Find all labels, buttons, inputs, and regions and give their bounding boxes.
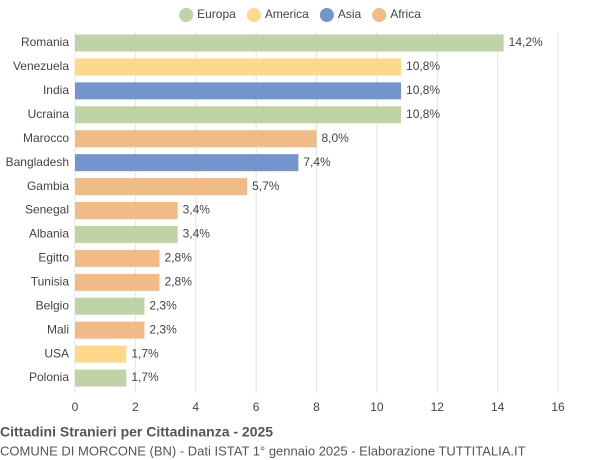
legend-label: Africa — [390, 7, 421, 21]
legend-marker — [319, 8, 334, 22]
value-label: 1,7% — [131, 346, 159, 360]
y-tick-label: Bangladesh — [6, 155, 69, 169]
value-label: 2,8% — [165, 251, 193, 265]
y-tick-label: Mali — [47, 322, 69, 336]
bar — [75, 345, 127, 363]
bar — [75, 297, 145, 315]
bar — [75, 82, 402, 100]
value-label: 3,4% — [183, 227, 211, 241]
value-label: 10,8% — [406, 83, 440, 97]
x-tick-label: 10 — [370, 400, 384, 414]
bar — [75, 106, 402, 124]
x-tick-label: 6 — [253, 400, 260, 414]
y-tick-label: Senegal — [25, 203, 69, 217]
y-tick-label: Romania — [21, 35, 69, 49]
value-label: 7,4% — [303, 155, 331, 169]
legend-label: Asia — [338, 7, 362, 21]
y-tick-label: Belgio — [36, 298, 70, 312]
y-tick-label: Venezuela — [13, 59, 69, 73]
legend-marker — [179, 8, 194, 22]
value-label: 3,4% — [183, 203, 211, 217]
legend-label: Europa — [197, 7, 236, 21]
y-tick-label: Albania — [29, 227, 69, 241]
y-tick-label: India — [43, 83, 69, 97]
bar — [75, 130, 317, 148]
y-tick-label: Marocco — [23, 131, 69, 145]
x-tick-label: 8 — [313, 400, 320, 414]
bar — [75, 273, 160, 291]
x-tick-label: 4 — [192, 400, 199, 414]
bar — [75, 249, 160, 267]
value-label: 2,3% — [149, 298, 177, 312]
y-tick-label: Polonia — [29, 370, 69, 384]
chart-subtitle: COMUNE DI MORCONE (BN) - Dati ISTAT 1° g… — [0, 443, 526, 458]
x-tick-label: 12 — [431, 400, 445, 414]
value-label: 2,8% — [165, 274, 193, 288]
value-label: 14,2% — [509, 35, 543, 49]
value-label: 1,7% — [131, 370, 159, 384]
bar — [75, 369, 127, 387]
y-tick-label: Ucraina — [28, 107, 70, 121]
y-tick-label: Gambia — [27, 179, 69, 193]
x-tick-label: 0 — [72, 400, 79, 414]
legend-label: America — [265, 7, 309, 21]
bar — [75, 321, 145, 339]
value-label: 2,3% — [149, 322, 177, 336]
legend-marker — [246, 8, 261, 22]
bar — [75, 154, 299, 172]
value-label: 8,0% — [322, 131, 350, 145]
bar — [75, 178, 248, 196]
x-tick-label: 16 — [551, 400, 565, 414]
bar — [75, 34, 504, 52]
chart-title: Cittadini Stranieri per Cittadinanza - 2… — [0, 424, 273, 440]
y-tick-label: Tunisia — [31, 274, 70, 288]
value-label: 10,8% — [406, 107, 440, 121]
value-label: 10,8% — [406, 59, 440, 73]
y-tick-label: USA — [44, 346, 69, 360]
legend-marker — [372, 8, 387, 22]
bar — [75, 58, 402, 76]
value-label: 5,7% — [252, 179, 280, 193]
bar — [75, 202, 178, 220]
bar — [75, 225, 178, 243]
x-tick-label: 14 — [491, 400, 505, 414]
x-tick-label: 2 — [132, 400, 139, 414]
y-tick-label: Egitto — [38, 251, 69, 265]
